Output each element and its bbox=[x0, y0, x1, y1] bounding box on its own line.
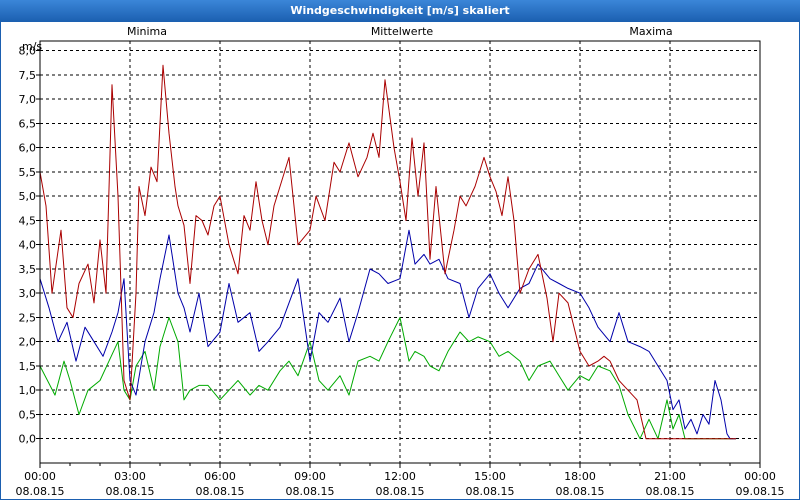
x-tick-date: 08.08.15 bbox=[376, 485, 425, 498]
y-axis-unit: m/s bbox=[22, 40, 42, 53]
x-tick-time: 00:00 bbox=[744, 470, 776, 483]
x-tick-time: 09:00 bbox=[294, 470, 326, 483]
y-tick-label: 2,0 bbox=[19, 336, 37, 349]
series-line-mittelwerte bbox=[39, 229, 736, 440]
x-tick-time: 18:00 bbox=[564, 470, 596, 483]
x-tick-date: 08.08.15 bbox=[16, 485, 65, 498]
y-tick-label: 4,0 bbox=[19, 239, 37, 252]
x-tick-date: 08.08.15 bbox=[556, 485, 605, 498]
legend-maxima: Maxima bbox=[629, 25, 672, 38]
y-tick-label: 0,0 bbox=[19, 433, 37, 446]
y-tick-label: 8,0 bbox=[19, 45, 37, 58]
y-tick-label: 3,0 bbox=[19, 287, 37, 300]
x-tick-time: 12:00 bbox=[384, 470, 416, 483]
x-tick-date: 08.08.15 bbox=[196, 485, 245, 498]
x-tick-date: 08.08.15 bbox=[286, 485, 335, 498]
x-tick-date: 08.08.15 bbox=[466, 485, 515, 498]
legend-mittelwerte: Mittelwerte bbox=[371, 25, 434, 38]
y-tick-label: 3,5 bbox=[19, 263, 37, 276]
chart-title: Windgeschwindigkeit [m/s] skaliert bbox=[0, 0, 800, 22]
plot-area-border bbox=[39, 40, 761, 464]
x-tick-time: 03:00 bbox=[114, 470, 146, 483]
series-line-maxima bbox=[39, 64, 736, 440]
x-tick-date: 09.08.15 bbox=[736, 485, 785, 498]
x-tick-date: 08.08.15 bbox=[106, 485, 155, 498]
y-tick-label: 0,5 bbox=[19, 408, 37, 421]
y-tick-label: 7,0 bbox=[19, 93, 37, 106]
x-tick-date: 08.08.15 bbox=[646, 485, 695, 498]
y-tick-label: 1,5 bbox=[19, 360, 37, 373]
x-tick-time: 21:00 bbox=[654, 470, 686, 483]
x-tick-time: 00:00 bbox=[24, 470, 56, 483]
y-tick-label: 5,0 bbox=[19, 190, 37, 203]
y-tick-label: 7,5 bbox=[19, 69, 37, 82]
x-tick-time: 15:00 bbox=[474, 470, 506, 483]
y-tick-label: 6,5 bbox=[19, 117, 37, 130]
y-tick-label: 1,0 bbox=[19, 384, 37, 397]
y-tick-label: 4,5 bbox=[19, 214, 37, 227]
series-line-minima bbox=[39, 317, 736, 440]
legend-minima: Minima bbox=[127, 25, 167, 38]
x-tick-time: 06:00 bbox=[204, 470, 236, 483]
y-tick-label: 6,0 bbox=[19, 142, 37, 155]
y-tick-label: 5,5 bbox=[19, 166, 37, 179]
y-tick-label: 2,5 bbox=[19, 311, 37, 324]
